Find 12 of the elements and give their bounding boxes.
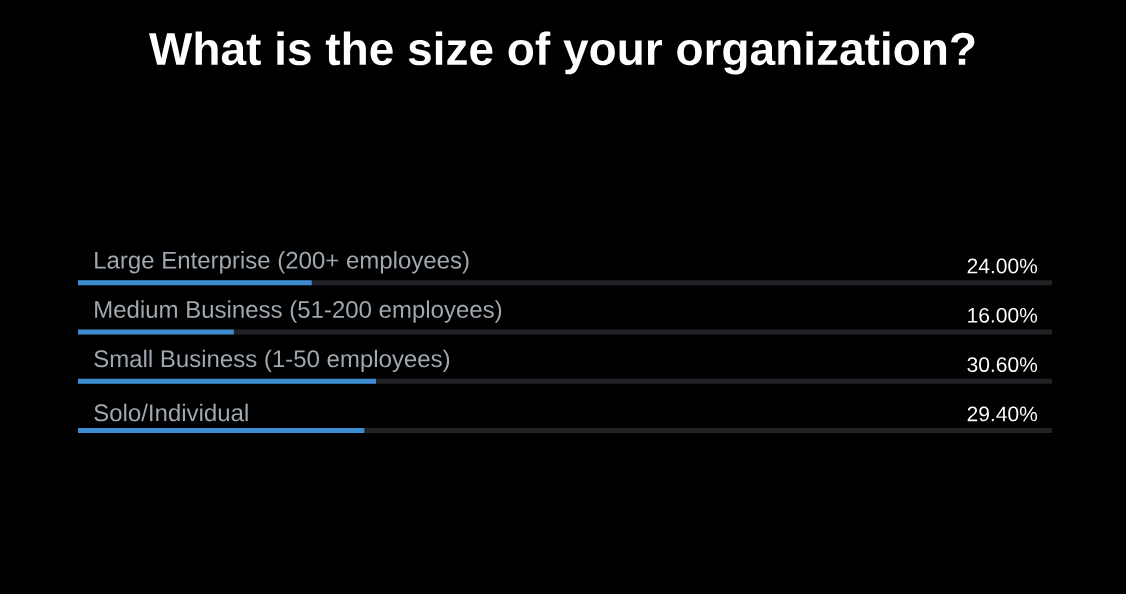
data-label: 16.00% xyxy=(968,307,1038,323)
y-tick-label: Medium Business (51-200 employees) xyxy=(95,300,502,323)
y-tick-label: Small Business (1-50 employees) xyxy=(94,349,450,373)
bar xyxy=(78,378,377,384)
data-label: 30.60% xyxy=(967,357,1038,373)
chart-title: What is the size of your organization? xyxy=(149,31,975,75)
y-tick-label: Large Enterprise (200+ employees) xyxy=(95,251,469,274)
bar xyxy=(78,329,234,335)
data-label: 24.00% xyxy=(967,258,1038,274)
data-label: 29.40% xyxy=(967,406,1038,422)
bar xyxy=(78,280,312,286)
y-tick-label: Solo/Individual xyxy=(94,403,248,422)
